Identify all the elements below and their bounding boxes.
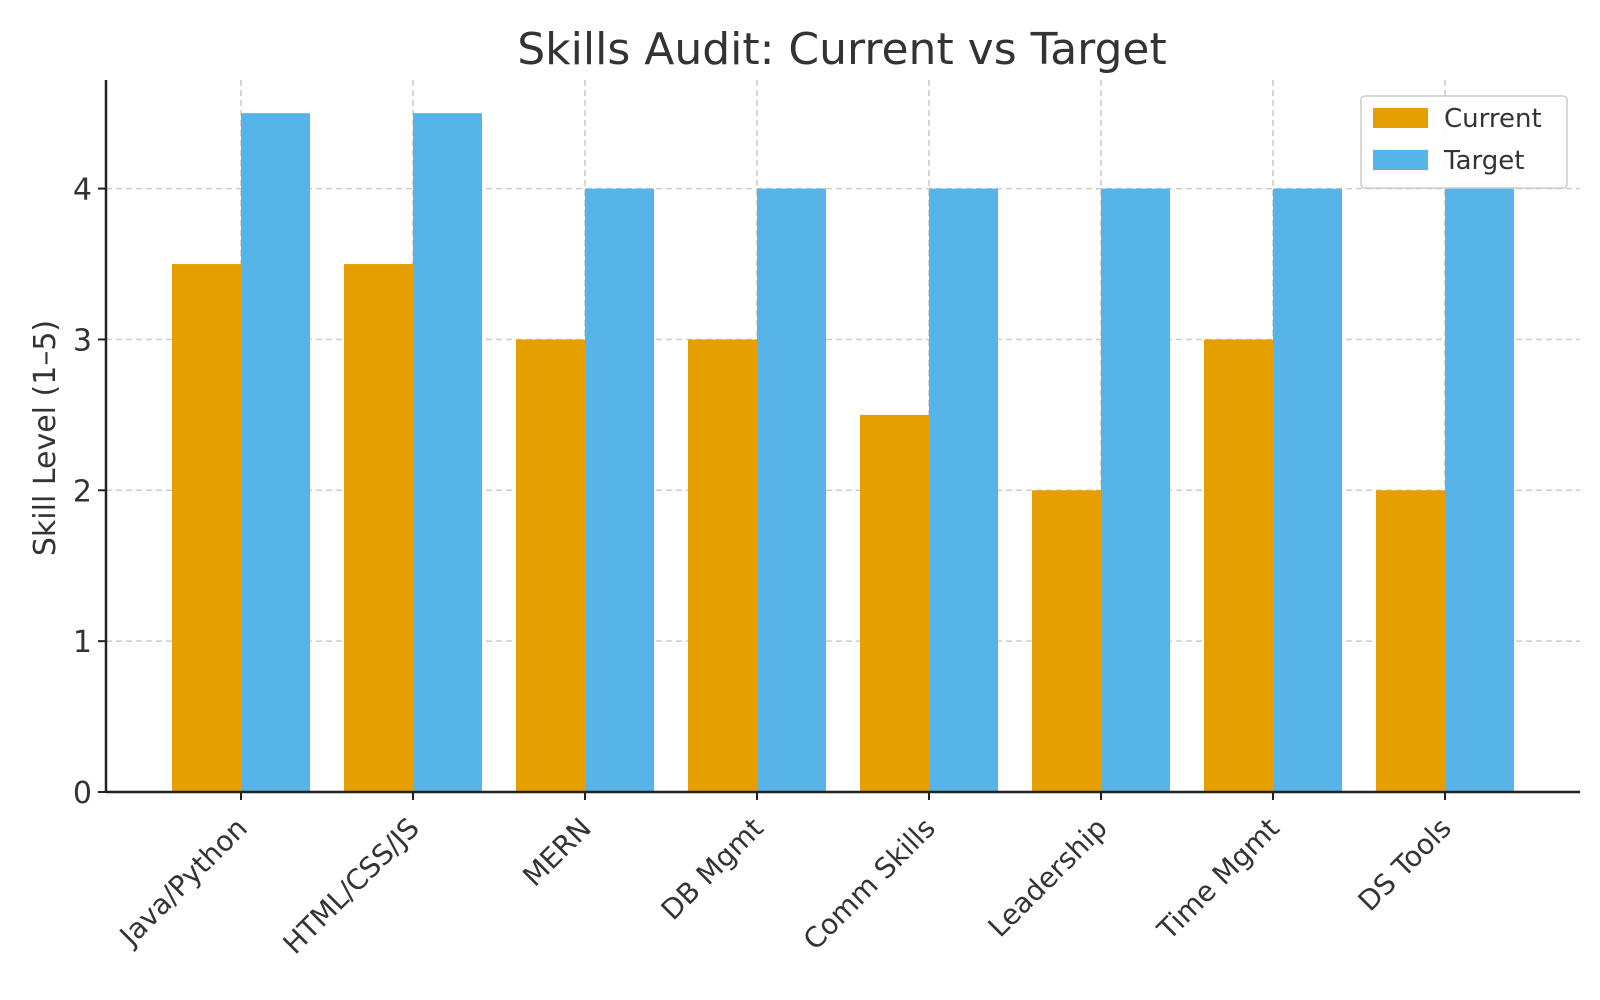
bar-target-3 xyxy=(585,188,654,792)
x-tick-label: DB Mgmt xyxy=(655,811,770,926)
bar-current-5 xyxy=(860,414,929,792)
y-tick-label: 0 xyxy=(73,776,92,811)
bar-target-4 xyxy=(757,188,826,792)
y-tick-label: 1 xyxy=(73,625,92,660)
legend: Current Target xyxy=(1360,95,1568,189)
x-tick-label: Leadership xyxy=(982,811,1114,943)
bar-target-7 xyxy=(1273,188,1342,792)
x-tick-label: Time Mgmt xyxy=(1150,811,1286,947)
chart-title: Skills Audit: Current vs Target xyxy=(517,24,1167,75)
y-axis-label: Skill Level (1–5) xyxy=(28,320,63,556)
bar-current-7 xyxy=(1204,339,1273,792)
bar-current-2 xyxy=(344,264,413,792)
bar-current-4 xyxy=(688,339,757,792)
x-tick-label: MERN xyxy=(516,811,597,892)
y-tick-label: 2 xyxy=(73,474,92,509)
bar-target-6 xyxy=(1101,188,1170,792)
legend-swatch-current xyxy=(1373,108,1428,128)
bar-current-1 xyxy=(172,264,241,792)
x-tick-label: Comm Skills xyxy=(797,811,942,956)
bars xyxy=(172,113,1514,792)
bar-current-3 xyxy=(516,339,585,792)
bar-current-6 xyxy=(1032,490,1101,792)
axes xyxy=(104,80,1580,794)
bar-current-8 xyxy=(1376,490,1445,792)
x-tick-label: DS Tools xyxy=(1352,811,1458,917)
legend-label-current: Current xyxy=(1444,104,1542,134)
bar-target-2 xyxy=(413,113,482,792)
bar-target-1 xyxy=(241,113,310,792)
legend-label-target: Target xyxy=(1443,146,1524,176)
x-tick-label: Java/Python xyxy=(112,811,254,953)
legend-swatch-target xyxy=(1373,150,1428,170)
bar-target-8 xyxy=(1445,188,1514,792)
grid-lines xyxy=(106,80,1580,793)
y-tick-label: 3 xyxy=(73,323,92,358)
x-tick-label: HTML/CSS/JS xyxy=(277,811,426,960)
bar-target-5 xyxy=(929,188,998,792)
y-tick-label: 4 xyxy=(73,173,92,208)
